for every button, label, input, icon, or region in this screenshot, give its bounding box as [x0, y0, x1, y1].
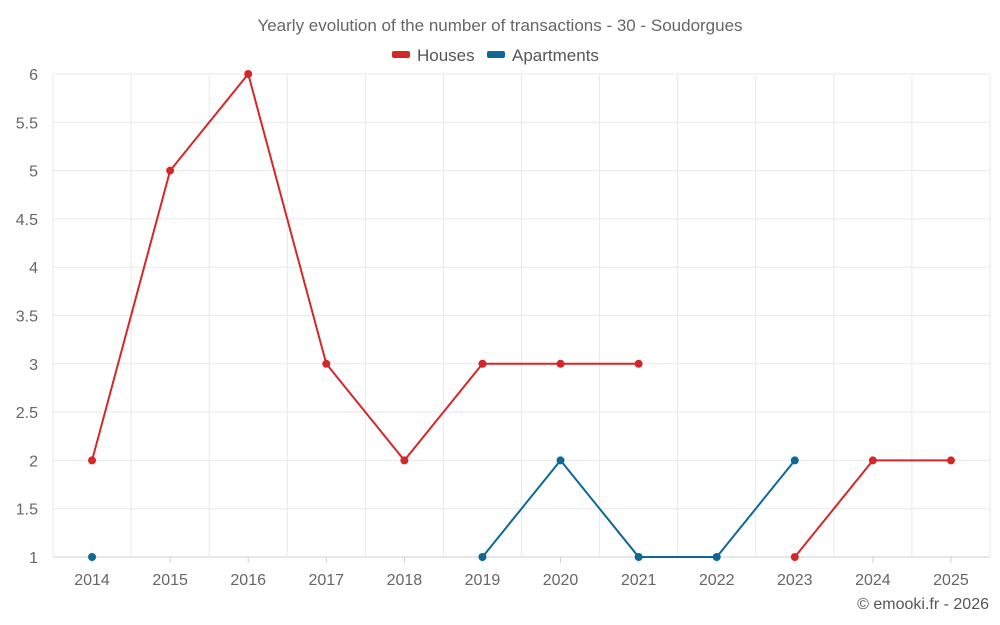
- legend-swatch-apartments: [487, 51, 505, 58]
- y-tick-label: 4: [29, 260, 38, 277]
- series-houses: [88, 70, 955, 561]
- x-tick-label: 2020: [543, 572, 579, 589]
- data-point-houses-2014[interactable]: [88, 456, 97, 465]
- y-tick-label: 3.5: [16, 309, 38, 326]
- data-point-houses-2025[interactable]: [946, 456, 955, 465]
- data-point-apartments-2019[interactable]: [478, 553, 487, 561]
- grid: [52, 73, 991, 558]
- x-tick-label: 2025: [933, 572, 969, 589]
- legend-item-apartments[interactable]: Apartments: [487, 46, 599, 65]
- y-axis-ticks: 1 1.5 2 2.5 3 3.5 4 4.5 5 5.5 6: [16, 67, 38, 567]
- legend-swatch-houses: [392, 51, 410, 58]
- legend-label-houses: Houses: [417, 46, 475, 65]
- x-tick-label: 2018: [387, 572, 423, 589]
- y-tick-label: 3: [29, 357, 38, 374]
- legend: Houses Apartments: [392, 46, 599, 65]
- series-apartments: [88, 456, 799, 561]
- x-tick-label: 2016: [230, 572, 266, 589]
- data-point-houses-2018[interactable]: [400, 456, 409, 465]
- y-tick-label: 1.5: [16, 502, 38, 519]
- x-tick-label: 2021: [621, 572, 657, 589]
- data-point-apartments-2022[interactable]: [712, 553, 721, 561]
- data-point-houses-2020[interactable]: [556, 359, 565, 368]
- y-tick-label: 2: [29, 453, 38, 470]
- y-tick-label: 6: [29, 67, 38, 84]
- data-point-houses-2024[interactable]: [868, 456, 877, 465]
- y-tick-label: 5.5: [16, 115, 38, 132]
- y-tick-label: 2.5: [16, 405, 38, 422]
- x-tick-label: 2014: [74, 572, 110, 589]
- legend-item-houses[interactable]: Houses: [392, 46, 475, 65]
- x-tick-label: 2022: [699, 572, 735, 589]
- y-tick-label: 5: [29, 164, 38, 181]
- data-point-apartments-2023[interactable]: [790, 456, 799, 465]
- data-point-houses-2019[interactable]: [478, 359, 487, 368]
- data-point-houses-2023[interactable]: [790, 553, 799, 561]
- x-tick-label: 2023: [777, 572, 813, 589]
- series-layer: [88, 70, 955, 561]
- x-axis-ticks: 2014 2015 2016 2017 2018 2019 2020 2021 2022 2023…: [74, 557, 969, 589]
- data-point-apartments-2021[interactable]: [634, 553, 643, 561]
- x-tick-label: 2019: [465, 572, 501, 589]
- data-point-houses-2017[interactable]: [322, 359, 331, 368]
- x-tick-label: 2017: [308, 572, 344, 589]
- x-tick-label: 2024: [855, 572, 891, 589]
- y-tick-label: 1: [29, 550, 38, 567]
- chart-title: Yearly evolution of the number of transa…: [257, 16, 742, 35]
- data-point-apartments-2014[interactable]: [88, 553, 97, 561]
- data-point-apartments-2020[interactable]: [556, 456, 565, 465]
- credit-text: © emooki.fr - 2026: [857, 596, 989, 613]
- data-point-houses-2021[interactable]: [634, 359, 643, 368]
- data-point-houses-2016[interactable]: [244, 70, 253, 78]
- data-point-houses-2015[interactable]: [166, 166, 175, 175]
- series-line-houses: [91, 73, 640, 462]
- legend-label-apartments: Apartments: [512, 46, 599, 65]
- y-tick-label: 4.5: [16, 212, 38, 229]
- x-tick-label: 2015: [152, 572, 188, 589]
